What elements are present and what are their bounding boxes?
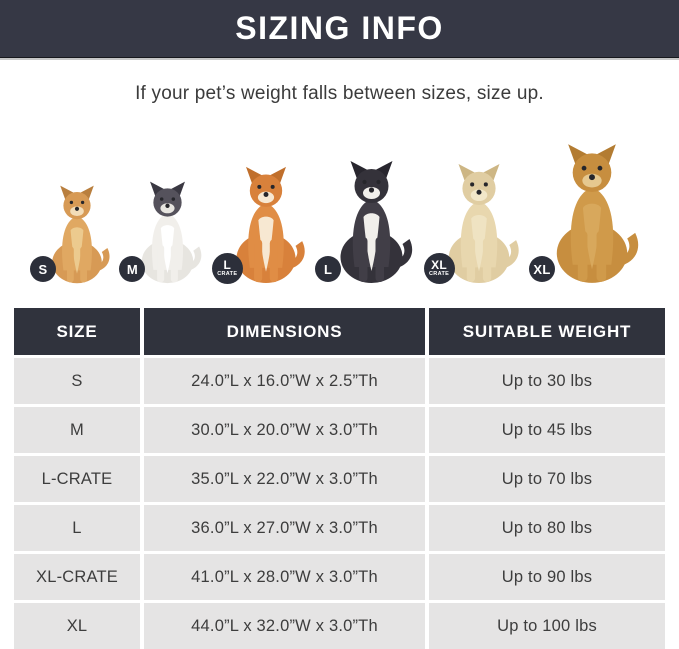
dog-slot-l: L: [315, 159, 422, 284]
table-cell-weight: Up to 45 lbs: [429, 407, 665, 453]
table-cell-size: L-CRATE: [14, 456, 140, 502]
dog-size-strip: S M L CRATE L XL CRATE XL: [0, 124, 679, 284]
size-badge-label: S: [38, 261, 48, 277]
size-badge-xl-crate: XL CRATE: [423, 253, 455, 284]
size-badge-label: XL: [431, 258, 448, 272]
column-header-dimensions: DIMENSIONS: [144, 308, 425, 355]
table-cell-weight: Up to 100 lbs: [429, 603, 665, 649]
size-badge-m: M: [119, 256, 146, 282]
size-badge-label: L: [324, 261, 333, 277]
sizing-table: SIZE DIMENSIONS SUITABLE WEIGHT S 24.0”L…: [14, 308, 665, 649]
size-badge-l-crate: L CRATE: [211, 253, 243, 284]
size-badge-label: XL: [533, 261, 551, 277]
dog-slot-xl-crate: XL CRATE: [423, 162, 528, 284]
size-badge-l: L: [315, 256, 342, 282]
table-cell-weight: Up to 70 lbs: [429, 456, 665, 502]
dog-slot-m: M: [119, 180, 210, 284]
table-cell-dimensions: 35.0”L x 22.0”W x 3.0”Th: [144, 456, 425, 502]
sizing-tip-text: If your pet’s weight falls between sizes…: [135, 83, 544, 104]
table-cell-size: XL-CRATE: [14, 554, 140, 600]
size-badge-xl: XL: [528, 256, 555, 282]
table-cell-dimensions: 41.0”L x 28.0”W x 3.0”Th: [144, 554, 425, 600]
column-header-size: SIZE: [14, 308, 140, 355]
table-cell-dimensions: 44.0”L x 32.0”W x 3.0”Th: [144, 603, 425, 649]
dog-slot-s: S: [30, 184, 118, 284]
table-cell-size: M: [14, 407, 140, 453]
table-cell-dimensions: 36.0”L x 27.0”W x 3.0”Th: [144, 505, 425, 551]
table-cell-size: S: [14, 358, 140, 404]
size-badge-label: M: [126, 261, 138, 277]
table-cell-dimensions: 30.0”L x 20.0”W x 3.0”Th: [144, 407, 425, 453]
size-badge-label: L: [223, 258, 232, 272]
table-cell-weight: Up to 30 lbs: [429, 358, 665, 404]
size-badge-crate-label: CRATE: [217, 271, 238, 277]
column-header-suitable-weight: SUITABLE WEIGHT: [429, 308, 665, 355]
dog-slot-xl: XL: [528, 142, 649, 284]
dog-slot-l-crate: L CRATE: [211, 165, 314, 284]
size-badge-s: S: [30, 256, 56, 282]
page-title: SIZING INFO: [235, 10, 444, 46]
table-cell-weight: Up to 80 lbs: [429, 505, 665, 551]
size-badge-crate-label: CRATE: [429, 271, 450, 277]
table-cell-dimensions: 24.0”L x 16.0”W x 2.5”Th: [144, 358, 425, 404]
table-cell-size: XL: [14, 603, 140, 649]
sizing-info-banner: SIZING INFO: [0, 0, 679, 58]
table-cell-weight: Up to 90 lbs: [429, 554, 665, 600]
table-cell-size: L: [14, 505, 140, 551]
